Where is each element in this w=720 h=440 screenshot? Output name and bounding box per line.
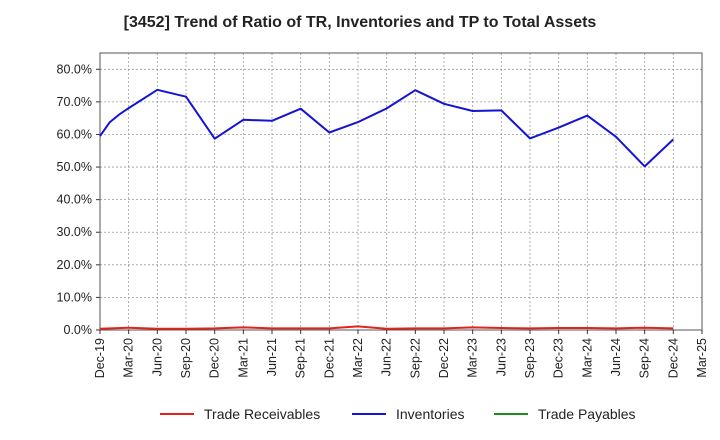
plot-frame xyxy=(99,52,703,331)
y-tick-label: 50.0% xyxy=(57,160,92,174)
x-tick-label: Jun-22 xyxy=(380,338,394,376)
x-tick-label: Dec-20 xyxy=(208,338,222,378)
x-tick-label: Jun-23 xyxy=(494,338,508,376)
x-tick-label: Sep-23 xyxy=(523,338,537,378)
x-tick-label: Mar-25 xyxy=(695,338,709,378)
x-tick-label: Sep-24 xyxy=(638,338,652,378)
x-tick-label: Sep-21 xyxy=(294,338,308,378)
y-tick-label: 70.0% xyxy=(57,95,92,109)
y-tick-label: 80.0% xyxy=(57,62,92,76)
x-tick-label: Mar-21 xyxy=(236,338,250,378)
y-tick-label: 20.0% xyxy=(57,258,92,272)
series-line-trade-receivables xyxy=(99,325,674,330)
legend-label-inventories: Inventories xyxy=(396,406,464,422)
x-tick-label: Mar-20 xyxy=(122,338,136,378)
series-line-inventories xyxy=(99,88,674,168)
x-tick-label: Dec-22 xyxy=(437,338,451,378)
y-tick-label: 30.0% xyxy=(57,225,92,239)
chart-title: [3452] Trend of Ratio of TR, Inventories… xyxy=(123,14,597,31)
x-tick-label: Dec-23 xyxy=(552,338,566,378)
x-tick-label: Mar-24 xyxy=(580,338,594,378)
x-tick-label: Mar-22 xyxy=(351,338,365,378)
y-tick-label: 40.0% xyxy=(57,193,92,207)
x-tick-label: Jun-24 xyxy=(609,338,623,376)
x-tick-label: Jun-20 xyxy=(150,338,164,376)
y-tick-label: 10.0% xyxy=(57,290,92,304)
x-tick-label: Sep-20 xyxy=(179,338,193,378)
x-tick-label: Dec-24 xyxy=(666,338,680,378)
x-tick-label: Dec-19 xyxy=(93,338,107,378)
legend-label-trade-payables: Trade Payables xyxy=(538,406,636,422)
legend-label-trade-receivables: Trade Receivables xyxy=(204,406,320,422)
x-tick-label: Sep-22 xyxy=(408,338,422,378)
y-tick-label: 60.0% xyxy=(57,127,92,141)
y-tick-label: 0.0% xyxy=(64,323,93,337)
x-tick-label: Jun-21 xyxy=(265,338,279,376)
x-tick-label: Dec-21 xyxy=(322,338,336,378)
x-tick-label: Mar-23 xyxy=(466,338,480,378)
